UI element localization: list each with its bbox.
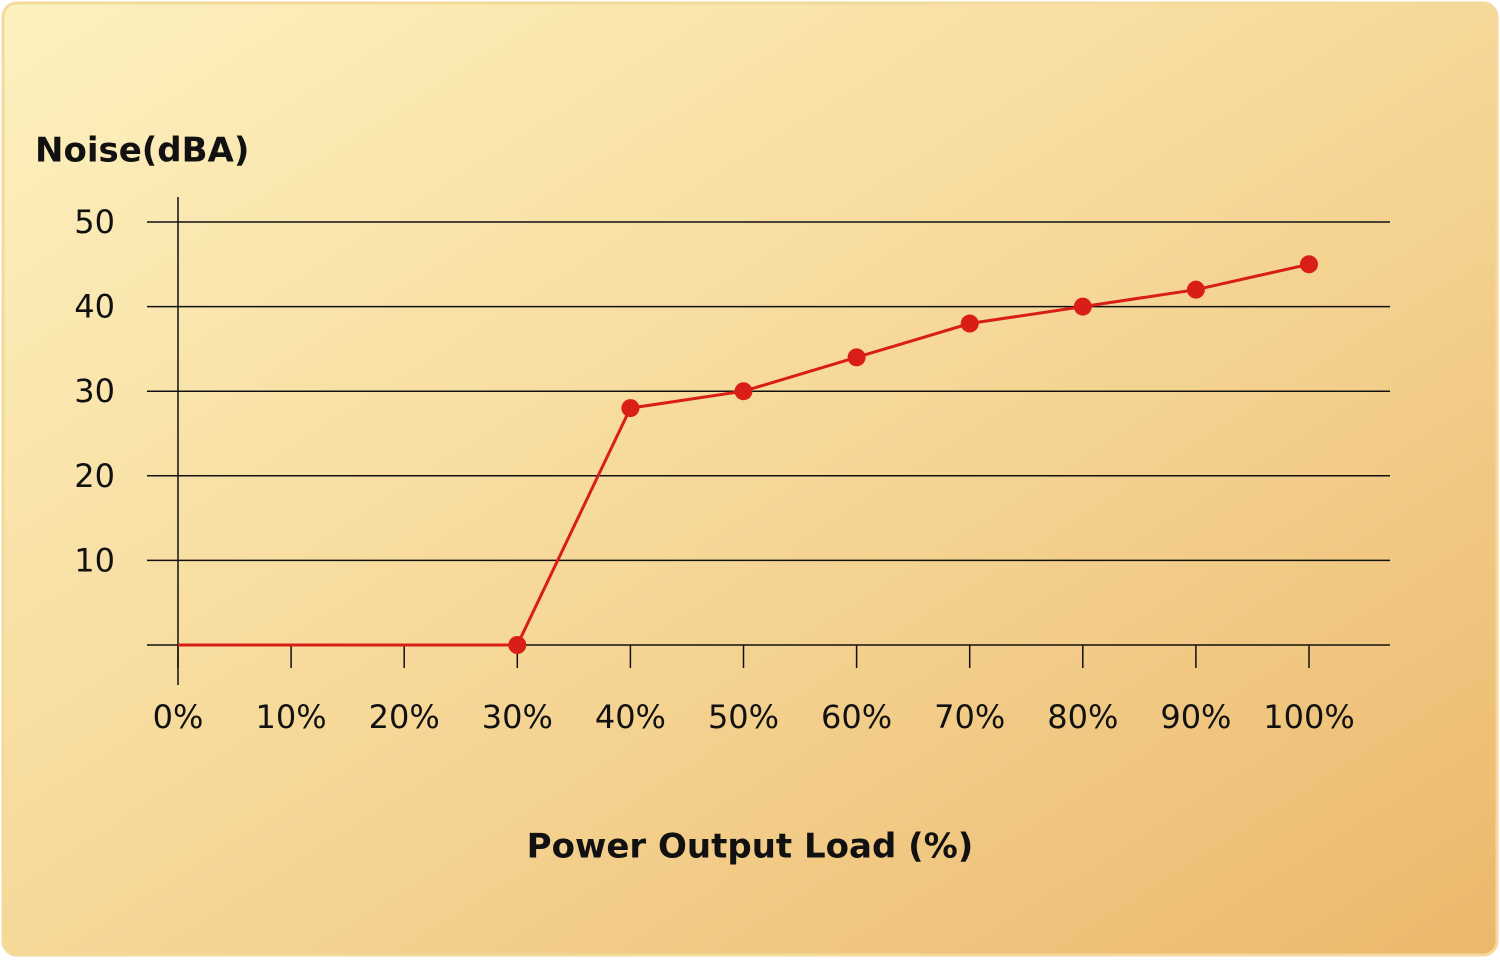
point — [960, 314, 979, 333]
point — [1073, 297, 1092, 316]
x-tick-label: 50% — [708, 698, 779, 736]
point — [734, 382, 753, 401]
y-tick-label: 20 — [74, 457, 115, 495]
y-tick-label: 50 — [74, 203, 115, 241]
y-tick-label: 40 — [74, 288, 115, 326]
x-tick-label: 20% — [369, 698, 440, 736]
x-tick-label: 0% — [153, 698, 204, 736]
x-tick-label: 70% — [934, 698, 1005, 736]
x-tick-label: 80% — [1047, 698, 1118, 736]
x-tick-label: 90% — [1160, 698, 1231, 736]
x-tick-label: 100% — [1263, 698, 1354, 736]
y-tick-label: 10 — [74, 541, 115, 579]
y-tick-label: 30 — [74, 372, 115, 410]
point — [1186, 280, 1205, 299]
x-tick-label: 60% — [821, 698, 892, 736]
x-axis-title: Power Output Load (%) — [527, 827, 974, 867]
x-tick-label: 40% — [595, 698, 666, 736]
x-tick-label: 30% — [482, 698, 553, 736]
point — [508, 636, 527, 654]
point — [847, 348, 866, 367]
point — [1300, 255, 1318, 274]
y-axis-title: Noise(dBA) — [35, 131, 249, 171]
x-tick-label: 10% — [256, 698, 327, 736]
point — [621, 399, 640, 418]
